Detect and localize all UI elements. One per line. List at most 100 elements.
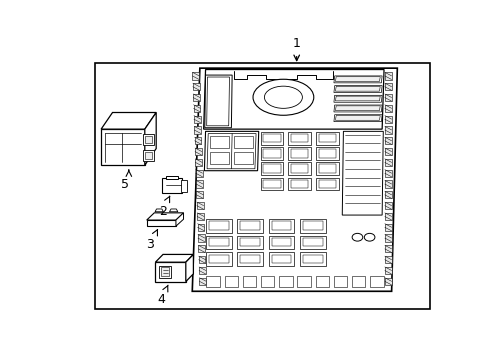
Polygon shape [291, 134, 309, 143]
Polygon shape [318, 164, 336, 173]
Polygon shape [385, 202, 392, 209]
Polygon shape [210, 136, 229, 148]
Polygon shape [207, 134, 256, 169]
Polygon shape [176, 213, 184, 226]
Polygon shape [336, 77, 380, 81]
Polygon shape [197, 213, 204, 220]
Polygon shape [334, 276, 347, 287]
Circle shape [352, 233, 363, 241]
Bar [96, 63, 430, 309]
Polygon shape [271, 238, 292, 246]
Polygon shape [288, 147, 311, 160]
Polygon shape [271, 221, 292, 230]
Polygon shape [352, 276, 366, 287]
Polygon shape [196, 170, 202, 177]
Polygon shape [193, 83, 199, 90]
Polygon shape [206, 276, 220, 287]
Polygon shape [336, 106, 380, 111]
Polygon shape [162, 179, 182, 193]
Polygon shape [224, 276, 238, 287]
Polygon shape [316, 132, 339, 145]
Polygon shape [316, 147, 339, 160]
Polygon shape [243, 276, 256, 287]
Polygon shape [316, 276, 329, 287]
Polygon shape [199, 267, 206, 274]
Polygon shape [385, 72, 392, 80]
Polygon shape [370, 276, 384, 287]
Polygon shape [334, 115, 382, 122]
Polygon shape [101, 112, 156, 129]
Polygon shape [209, 238, 229, 246]
Polygon shape [186, 255, 194, 282]
Polygon shape [204, 131, 259, 171]
Polygon shape [145, 112, 156, 165]
Polygon shape [288, 177, 311, 190]
Text: 3: 3 [147, 238, 154, 251]
Polygon shape [145, 135, 152, 143]
Polygon shape [143, 150, 154, 161]
Polygon shape [303, 255, 322, 263]
Polygon shape [334, 95, 382, 102]
Polygon shape [385, 234, 392, 242]
Polygon shape [297, 276, 311, 287]
Polygon shape [194, 105, 200, 112]
Polygon shape [196, 191, 203, 198]
Polygon shape [269, 219, 294, 233]
Polygon shape [385, 105, 392, 112]
Polygon shape [101, 129, 145, 165]
Polygon shape [269, 252, 294, 266]
Polygon shape [155, 209, 163, 212]
Polygon shape [195, 148, 202, 155]
Polygon shape [385, 245, 392, 252]
Ellipse shape [253, 79, 314, 115]
Polygon shape [385, 180, 392, 188]
Polygon shape [192, 68, 397, 291]
Text: 5: 5 [121, 179, 129, 192]
Polygon shape [261, 162, 283, 175]
Polygon shape [209, 255, 229, 263]
Polygon shape [147, 220, 176, 226]
Polygon shape [318, 180, 336, 188]
Polygon shape [334, 76, 382, 83]
Polygon shape [300, 236, 325, 249]
Polygon shape [206, 219, 232, 233]
Text: 1: 1 [293, 37, 301, 50]
Polygon shape [155, 262, 186, 282]
Polygon shape [288, 132, 311, 145]
Polygon shape [147, 213, 184, 220]
Polygon shape [193, 94, 200, 101]
Polygon shape [263, 164, 281, 173]
Polygon shape [300, 252, 325, 266]
Polygon shape [206, 236, 232, 249]
Polygon shape [197, 224, 204, 231]
Polygon shape [300, 219, 325, 233]
Polygon shape [385, 83, 392, 90]
Polygon shape [196, 180, 203, 188]
Polygon shape [385, 256, 392, 263]
Polygon shape [209, 221, 229, 230]
Polygon shape [385, 159, 392, 166]
Polygon shape [198, 234, 205, 242]
Polygon shape [342, 131, 383, 215]
Polygon shape [385, 116, 392, 123]
Polygon shape [234, 152, 253, 164]
Polygon shape [238, 236, 263, 249]
Polygon shape [303, 238, 322, 246]
Polygon shape [263, 180, 281, 188]
Polygon shape [288, 162, 311, 175]
Ellipse shape [265, 86, 302, 108]
Polygon shape [318, 134, 336, 143]
Polygon shape [198, 256, 205, 263]
Polygon shape [271, 255, 292, 263]
Polygon shape [261, 132, 283, 145]
Text: 2: 2 [159, 204, 167, 217]
Polygon shape [385, 278, 392, 285]
Polygon shape [385, 94, 392, 101]
Polygon shape [385, 126, 392, 134]
Polygon shape [385, 148, 392, 155]
Text: 4: 4 [157, 293, 165, 306]
Polygon shape [279, 276, 293, 287]
Polygon shape [199, 278, 206, 285]
Polygon shape [161, 267, 170, 276]
Polygon shape [145, 152, 152, 159]
